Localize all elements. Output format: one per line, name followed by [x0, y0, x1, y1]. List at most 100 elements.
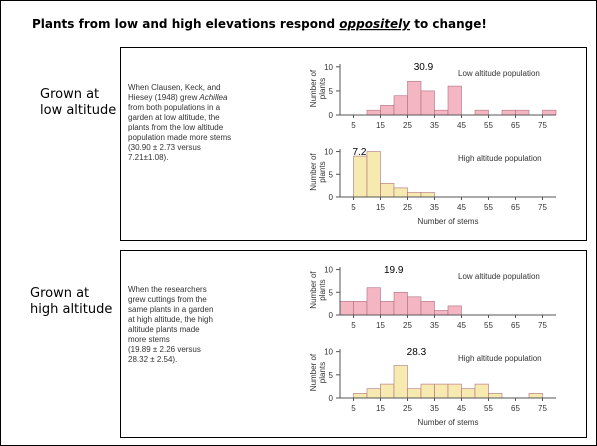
y-tick-label: 0: [329, 311, 334, 320]
bar: [474, 383, 489, 399]
x-tick-label: 15: [376, 321, 385, 330]
bar: [380, 301, 395, 316]
panel-text: population made more stems: [128, 133, 231, 142]
y-tick-label: 5: [329, 371, 334, 380]
x-tick-label: 15: [376, 121, 385, 130]
y-axis-label: plants: [318, 78, 327, 99]
x-tick-label: 5: [351, 121, 356, 130]
bar: [353, 393, 368, 399]
panel-text: altitude plants made: [128, 325, 200, 334]
y-axis-label: Number of: [309, 353, 318, 391]
bar: [380, 105, 395, 116]
bar: [447, 85, 462, 116]
bar: [380, 383, 395, 399]
panel-text: more stems: [128, 335, 170, 344]
y-tick-label: 10: [324, 266, 333, 275]
panel-text: from both populations in a: [128, 103, 221, 112]
panel-text: When Clausen, Keck, and: [128, 83, 221, 92]
bar: [366, 287, 381, 316]
panel-text: (30.90 ± 2.73 versus: [128, 143, 201, 152]
x-tick-label: 65: [511, 203, 520, 212]
series-name: High altitude population: [458, 154, 542, 163]
side-label: Grown at: [40, 87, 99, 102]
bar: [407, 192, 422, 198]
x-tick-label: 55: [484, 121, 493, 130]
y-axis-label: Number of: [309, 271, 318, 309]
x-tick-label: 45: [457, 121, 466, 130]
x-tick-label: 45: [457, 404, 466, 413]
x-tick-label: 55: [484, 203, 493, 212]
series-name: Low altitude population: [458, 272, 540, 281]
series-name: Low altitude population: [458, 69, 540, 78]
x-tick-label: 65: [511, 321, 520, 330]
y-tick-label: 10: [324, 148, 333, 157]
x-tick-label: 35: [430, 321, 439, 330]
bar: [528, 393, 543, 399]
bar: [488, 393, 503, 399]
panel-text: same plants in a garden: [128, 305, 213, 314]
bar: [407, 296, 422, 316]
x-tick-label: 15: [376, 203, 385, 212]
bar: [339, 301, 354, 316]
panel-text: garden at low altitude, the: [128, 113, 220, 122]
mean-annotation: 28.3: [407, 347, 427, 358]
panel-text: grew cuttings from the: [128, 295, 207, 304]
y-axis-label: Number of: [309, 153, 318, 191]
bar: [461, 388, 476, 399]
x-tick-label: 25: [403, 203, 412, 212]
x-tick-label: 75: [538, 203, 547, 212]
x-tick-label: 45: [457, 203, 466, 212]
series-name: High altitude population: [458, 354, 542, 363]
bar: [501, 109, 516, 116]
x-tick-label: 65: [511, 404, 520, 413]
x-axis-label: Number of stems: [418, 418, 479, 427]
x-tick-label: 75: [538, 404, 547, 413]
mean-annotation: 19.9: [384, 265, 404, 276]
x-tick-label: 5: [351, 321, 356, 330]
bar: [515, 109, 530, 116]
bar: [393, 187, 408, 198]
slide-title: Plants from low and high elevations resp…: [32, 17, 487, 31]
y-tick-label: 0: [329, 111, 334, 120]
y-axis-label: plants: [318, 279, 327, 300]
y-axis-label: Number of: [309, 69, 318, 107]
y-axis-label: plants: [318, 362, 327, 383]
y-axis-label: plants: [318, 161, 327, 182]
x-tick-label: 35: [430, 203, 439, 212]
y-tick-label: 5: [329, 288, 334, 297]
x-tick-label: 55: [484, 321, 493, 330]
y-tick-label: 5: [329, 87, 334, 96]
bar: [393, 291, 408, 316]
bar: [366, 388, 381, 399]
bar: [434, 109, 449, 116]
x-tick-label: 25: [403, 121, 412, 130]
bar: [393, 95, 408, 116]
title-emphasis: oppositely: [339, 17, 411, 31]
x-tick-label: 25: [403, 321, 412, 330]
bar: [420, 90, 435, 116]
title-text: Plants from low and high elevations resp…: [32, 17, 335, 31]
panel-text: 28.32 ± 2.54).: [128, 355, 177, 364]
bar: [542, 109, 557, 116]
x-tick-label: 65: [511, 121, 520, 130]
x-tick-label: 75: [538, 321, 547, 330]
x-tick-label: 15: [376, 404, 385, 413]
bar: [447, 305, 462, 316]
bar: [407, 388, 422, 399]
mean-annotation: 7.2: [352, 147, 366, 158]
y-tick-label: 0: [329, 193, 334, 202]
bar: [474, 109, 489, 116]
panel-text: Hiesey (1948) grew: [128, 93, 198, 102]
bar: [434, 310, 449, 316]
y-tick-label: 10: [324, 348, 333, 357]
x-tick-label: 25: [403, 404, 412, 413]
bar: [420, 301, 435, 316]
bar: [366, 151, 381, 198]
bar: [353, 301, 368, 316]
panel-text: at high altitude, the high: [128, 315, 213, 324]
side-label: high altitude: [30, 302, 112, 317]
side-label: Grown at: [30, 286, 89, 301]
x-tick-label: 75: [538, 121, 547, 130]
x-tick-label: 45: [457, 321, 466, 330]
